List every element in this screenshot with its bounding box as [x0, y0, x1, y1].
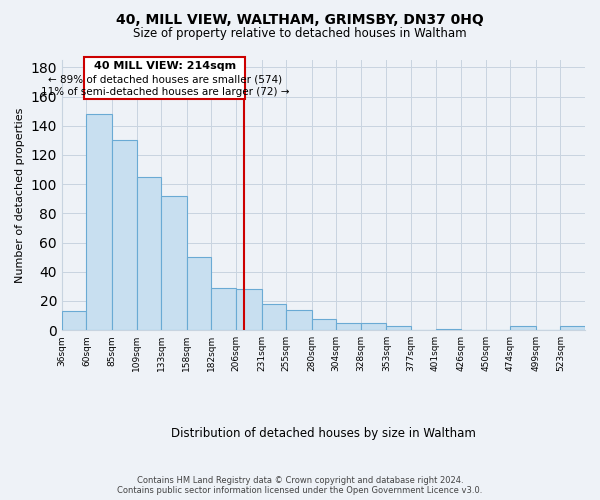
Y-axis label: Number of detached properties: Number of detached properties: [15, 108, 25, 283]
Bar: [262, 304, 286, 330]
Bar: [211, 288, 236, 330]
Text: Size of property relative to detached houses in Waltham: Size of property relative to detached ho…: [133, 28, 467, 40]
Text: 40 MILL VIEW: 214sqm: 40 MILL VIEW: 214sqm: [94, 62, 236, 72]
Text: ← 89% of detached houses are smaller (574): ← 89% of detached houses are smaller (57…: [48, 74, 282, 84]
Bar: [336, 323, 361, 330]
Bar: [386, 326, 411, 330]
Bar: [436, 328, 461, 330]
Bar: [311, 318, 336, 330]
Bar: [236, 290, 262, 330]
Bar: [86, 114, 112, 330]
X-axis label: Distribution of detached houses by size in Waltham: Distribution of detached houses by size …: [171, 427, 476, 440]
Text: 40, MILL VIEW, WALTHAM, GRIMSBY, DN37 0HQ: 40, MILL VIEW, WALTHAM, GRIMSBY, DN37 0H…: [116, 12, 484, 26]
FancyBboxPatch shape: [85, 57, 245, 100]
Text: Contains HM Land Registry data © Crown copyright and database right 2024.
Contai: Contains HM Land Registry data © Crown c…: [118, 476, 482, 495]
Bar: [286, 310, 311, 330]
Bar: [510, 326, 536, 330]
Bar: [137, 177, 161, 330]
Bar: [112, 140, 137, 330]
Text: 11% of semi-detached houses are larger (72) →: 11% of semi-detached houses are larger (…: [41, 87, 289, 97]
Bar: [361, 323, 386, 330]
Bar: [187, 257, 211, 330]
Bar: [62, 311, 86, 330]
Bar: [560, 326, 585, 330]
Bar: [161, 196, 187, 330]
